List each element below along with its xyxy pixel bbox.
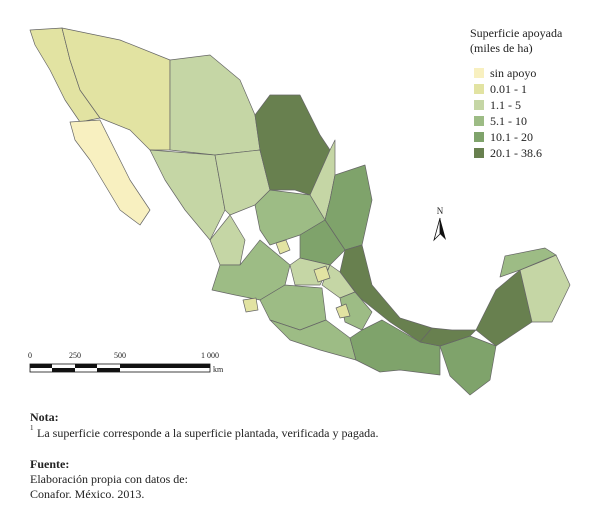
note-text: La superficie corresponde a la superfici…: [37, 426, 379, 440]
scale-label: 250: [69, 351, 81, 360]
legend-label: sin apoyo: [490, 66, 536, 80]
scale-segment: [120, 364, 210, 368]
legend-swatch: [474, 68, 484, 78]
north-label: N: [437, 206, 444, 216]
state: [61, 27, 171, 151]
state: [313, 265, 331, 283]
note-heading: Nota:: [30, 410, 59, 424]
legend-label: 1.1 - 5: [490, 98, 521, 112]
north-arrow: N: [433, 206, 446, 242]
note-marker: 1: [30, 424, 34, 432]
state: [339, 291, 373, 331]
north-arrow-half: [433, 217, 441, 242]
source-line: Conafor. México. 2013.: [30, 487, 144, 501]
state: [335, 303, 351, 319]
state: [169, 54, 261, 156]
legend-swatch: [474, 132, 484, 142]
scale-bar: 0 250 500 1 000 km: [28, 351, 224, 374]
legend-label: 10.1 - 20: [490, 130, 533, 144]
state: [69, 119, 151, 226]
legend-swatch: [474, 148, 484, 158]
legend: Superficie apoyada (miles de ha) sin apo…: [470, 26, 563, 160]
legend-swatch: [474, 116, 484, 126]
state: [299, 219, 346, 266]
legend-swatch: [474, 84, 484, 94]
scale-segment: [30, 364, 52, 368]
state: [269, 319, 357, 361]
state: [275, 239, 291, 255]
scale-segment: [97, 368, 120, 372]
map: [29, 27, 571, 396]
state: [242, 297, 259, 313]
scale-unit: km: [213, 365, 224, 374]
north-arrow-half: [440, 218, 446, 240]
state: [149, 149, 226, 241]
state: [499, 247, 557, 278]
legend-label: 20.1 - 38.6: [490, 146, 542, 160]
scale-label: 0: [28, 351, 32, 360]
scale-segment: [52, 368, 75, 372]
legend-title: (miles de ha): [470, 41, 533, 55]
state: [439, 335, 497, 396]
scale-label: 500: [114, 351, 126, 360]
notes: Nota: 1 La superficie corresponde a la s…: [30, 410, 379, 501]
legend-swatch: [474, 100, 484, 110]
legend-label: 5.1 - 10: [490, 114, 527, 128]
source-line: Elaboración propia con datos de:: [30, 472, 188, 486]
source-heading: Fuente:: [30, 457, 69, 471]
state: [209, 214, 246, 266]
legend-title: Superficie apoyada: [470, 26, 563, 40]
scale-label: 1 000: [201, 351, 219, 360]
legend-label: 0.01 - 1: [490, 82, 527, 96]
scale-segment: [75, 364, 97, 368]
